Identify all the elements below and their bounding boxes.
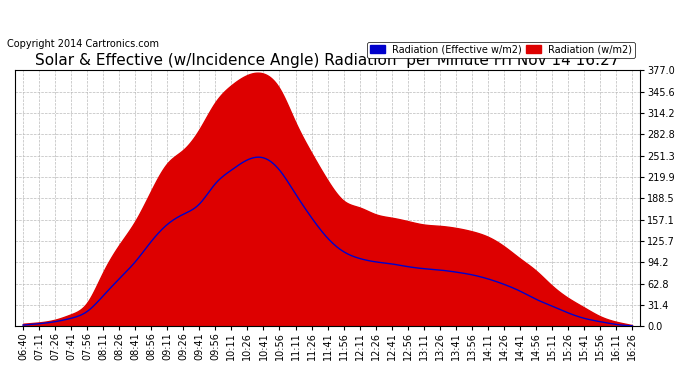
Text: Copyright 2014 Cartronics.com: Copyright 2014 Cartronics.com xyxy=(7,39,159,50)
Legend: Radiation (Effective w/m2), Radiation (w/m2): Radiation (Effective w/m2), Radiation (w… xyxy=(367,42,635,57)
Title: Solar & Effective (w/Incidence Angle) Radiation  per Minute Fri Nov 14 16:27: Solar & Effective (w/Incidence Angle) Ra… xyxy=(35,53,620,68)
